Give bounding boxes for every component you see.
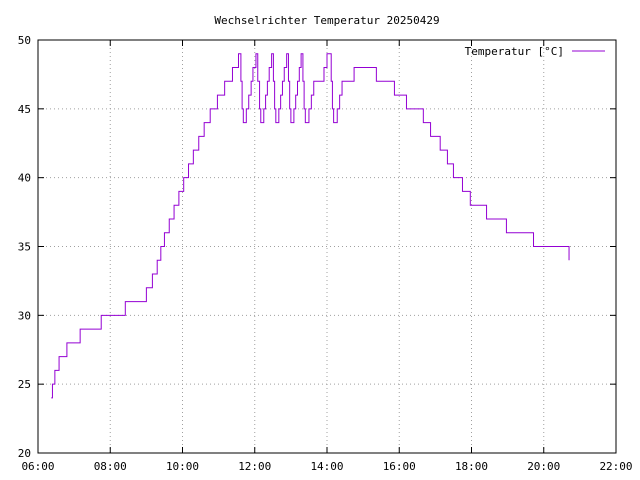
y-tick-label: 25 — [18, 378, 31, 391]
x-tick-label: 08:00 — [94, 460, 127, 473]
x-tick-label: 18:00 — [455, 460, 488, 473]
legend-label: Temperatur [°C] — [465, 45, 564, 58]
y-tick-label: 40 — [18, 172, 31, 185]
x-tick-label: 20:00 — [527, 460, 560, 473]
y-tick-labels: 20 25 30 35 40 45 50 — [18, 34, 31, 460]
x-tick-label: 22:00 — [599, 460, 632, 473]
y-tick-label: 45 — [18, 103, 31, 116]
grid-lines — [38, 40, 616, 453]
y-tick-label: 20 — [18, 447, 31, 460]
x-tick-label: 10:00 — [166, 460, 199, 473]
x-tick-label: 06:00 — [21, 460, 54, 473]
y-tick-label: 30 — [18, 309, 31, 322]
series-line — [51, 53, 570, 399]
y-tick-label: 35 — [18, 241, 31, 254]
plot-frame — [37, 39, 617, 454]
x-tick-labels: 06:00 08:00 10:00 12:00 14:00 16:00 18:00 20:00… — [21, 460, 632, 473]
x-tick-label: 14:00 — [310, 460, 343, 473]
legend: Temperatur [°C] — [465, 45, 605, 58]
series-layer — [51, 53, 570, 399]
x-tick-label: 12:00 — [238, 460, 271, 473]
x-tick-label: 16:00 — [383, 460, 416, 473]
chart-title: Wechselrichter Temperatur 20250429 — [214, 14, 439, 27]
y-tick-label: 50 — [18, 34, 31, 47]
